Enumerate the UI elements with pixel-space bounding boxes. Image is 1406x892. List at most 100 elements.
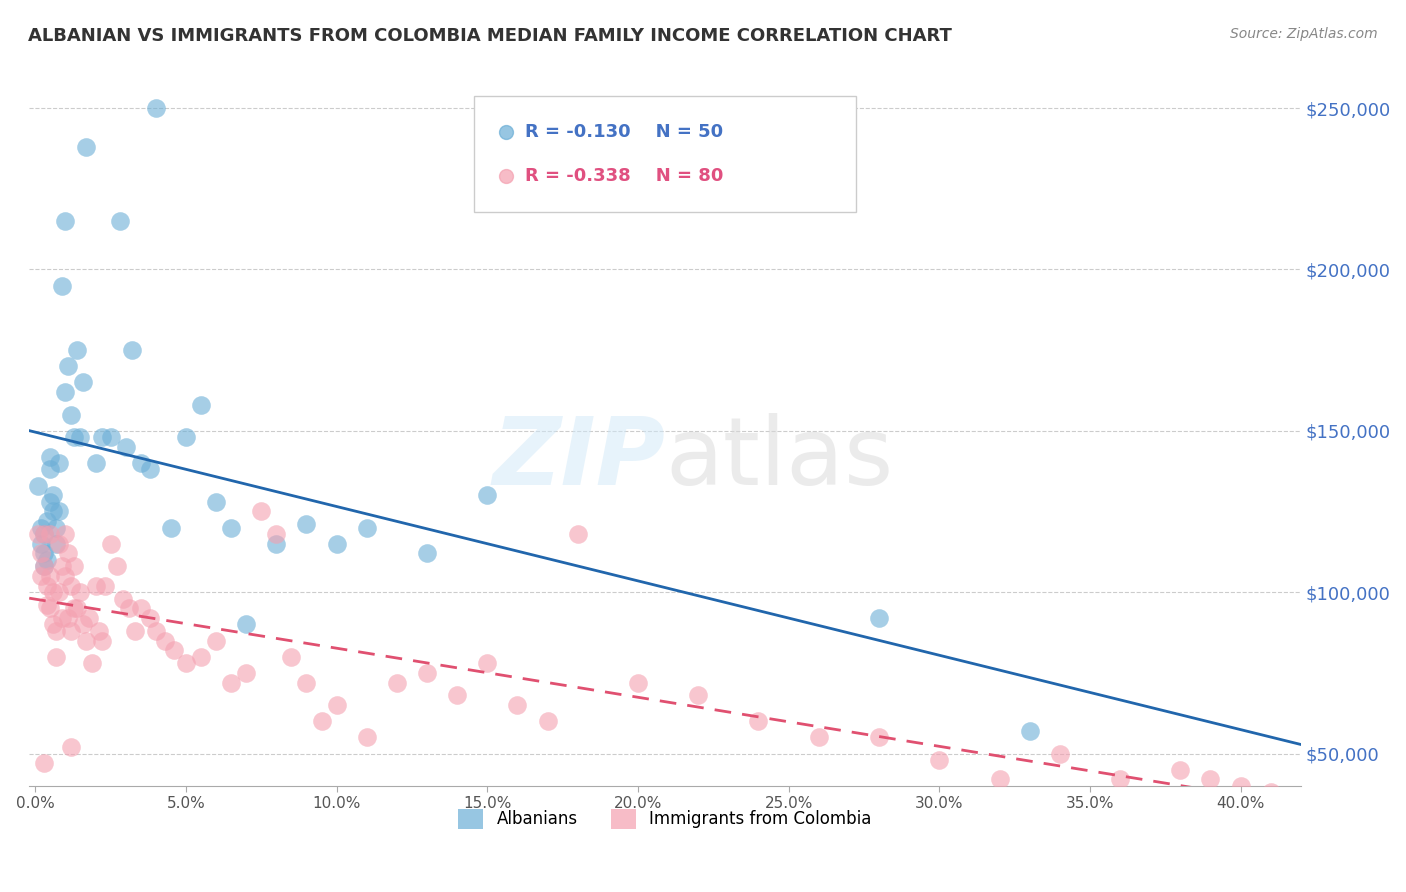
Point xyxy=(37,579,59,593)
Point xyxy=(325,698,347,712)
Point xyxy=(205,633,228,648)
Point xyxy=(1049,747,1071,761)
Point xyxy=(627,675,650,690)
Point xyxy=(477,656,499,670)
Point xyxy=(32,559,55,574)
Point xyxy=(32,559,55,574)
Point xyxy=(160,520,183,534)
Point xyxy=(1199,772,1222,787)
Point xyxy=(30,520,52,534)
Point xyxy=(53,384,76,399)
Point xyxy=(506,698,529,712)
Text: R = -0.338    N = 80: R = -0.338 N = 80 xyxy=(526,167,724,185)
Point xyxy=(928,753,950,767)
Text: ALBANIAN VS IMMIGRANTS FROM COLOMBIA MEDIAN FAMILY INCOME CORRELATION CHART: ALBANIAN VS IMMIGRANTS FROM COLOMBIA MED… xyxy=(28,27,952,45)
Point xyxy=(30,537,52,551)
Point xyxy=(32,527,55,541)
Point xyxy=(37,553,59,567)
Point xyxy=(39,601,62,615)
Point xyxy=(39,462,62,476)
Point xyxy=(37,598,59,612)
Text: atlas: atlas xyxy=(665,413,893,505)
Point xyxy=(205,495,228,509)
Point xyxy=(75,633,97,648)
Point xyxy=(688,689,710,703)
Point xyxy=(477,488,499,502)
Point xyxy=(72,617,94,632)
Point xyxy=(118,601,141,615)
Point xyxy=(84,579,107,593)
Point xyxy=(295,517,318,532)
Point xyxy=(108,214,131,228)
Point xyxy=(37,514,59,528)
Point xyxy=(280,649,302,664)
Point xyxy=(48,585,70,599)
Point xyxy=(163,643,186,657)
Point xyxy=(84,456,107,470)
Point xyxy=(219,675,242,690)
Point xyxy=(42,617,65,632)
Point xyxy=(100,537,122,551)
Point xyxy=(446,689,468,703)
FancyBboxPatch shape xyxy=(474,96,856,212)
Point xyxy=(90,430,112,444)
Text: R = -0.130    N = 50: R = -0.130 N = 50 xyxy=(526,123,723,141)
Point xyxy=(536,714,558,729)
Point xyxy=(51,611,73,625)
Point xyxy=(139,462,162,476)
Point xyxy=(1260,785,1282,799)
Point xyxy=(45,624,67,638)
Point xyxy=(30,546,52,560)
Point xyxy=(51,278,73,293)
Point xyxy=(153,633,176,648)
Point xyxy=(356,731,378,745)
Point xyxy=(69,430,91,444)
Point xyxy=(39,450,62,464)
Point xyxy=(32,546,55,560)
Point xyxy=(868,611,890,625)
Point xyxy=(868,731,890,745)
Point xyxy=(79,611,101,625)
Point xyxy=(266,537,288,551)
Point xyxy=(124,624,146,638)
Point xyxy=(235,617,257,632)
Point xyxy=(39,527,62,541)
Point xyxy=(250,504,273,518)
Point xyxy=(90,633,112,648)
Point xyxy=(42,488,65,502)
Point xyxy=(66,343,89,357)
Point xyxy=(111,591,134,606)
Point xyxy=(53,527,76,541)
Point xyxy=(129,601,152,615)
Point xyxy=(311,714,333,729)
Point xyxy=(60,740,83,755)
Point xyxy=(93,579,115,593)
Point xyxy=(66,601,89,615)
Point xyxy=(27,478,49,492)
Point xyxy=(416,546,439,560)
Point xyxy=(60,579,83,593)
Point xyxy=(1109,772,1132,787)
Text: ZIP: ZIP xyxy=(492,413,665,505)
Point xyxy=(190,649,212,664)
Point xyxy=(48,456,70,470)
Point xyxy=(988,772,1011,787)
Point xyxy=(45,537,67,551)
Point xyxy=(48,537,70,551)
Point xyxy=(100,430,122,444)
Point xyxy=(51,559,73,574)
Legend: Albanians, Immigrants from Colombia: Albanians, Immigrants from Colombia xyxy=(451,802,879,836)
Point xyxy=(416,665,439,680)
Point xyxy=(58,611,80,625)
Point xyxy=(356,520,378,534)
Point xyxy=(266,527,288,541)
Point xyxy=(747,714,769,729)
Point xyxy=(75,140,97,154)
Point xyxy=(53,569,76,583)
Point xyxy=(129,456,152,470)
Point xyxy=(567,527,589,541)
Point xyxy=(105,559,128,574)
Point xyxy=(1170,763,1192,777)
Point xyxy=(32,527,55,541)
Point xyxy=(69,585,91,599)
